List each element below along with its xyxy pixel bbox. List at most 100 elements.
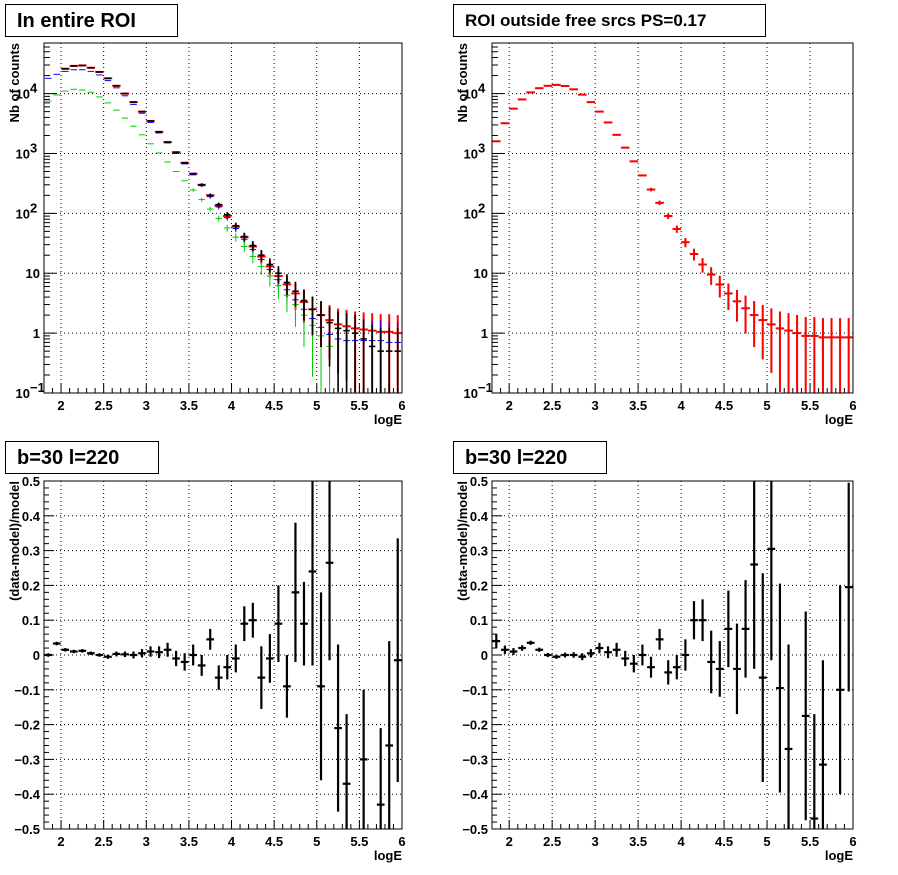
y-tick-label: −0.3 <box>14 752 40 767</box>
y-tick-label: −0.2 <box>462 718 488 733</box>
plot-area <box>44 481 402 829</box>
data-point <box>359 689 368 829</box>
data-point <box>61 648 70 652</box>
x-tick-label: 3 <box>143 834 150 849</box>
data-point <box>215 202 222 207</box>
data-point <box>249 241 257 251</box>
y-tick-label: −0.5 <box>14 822 40 837</box>
data-point <box>672 225 682 233</box>
chart-title: In entire ROI <box>17 10 136 32</box>
data-point <box>501 645 509 654</box>
data-point <box>646 187 656 192</box>
data-point <box>655 628 664 650</box>
x-tick-label: 5.5 <box>350 398 368 413</box>
data-point <box>69 649 78 654</box>
x-tick-label: 4.5 <box>265 398 283 413</box>
x-tick-label: 6 <box>398 834 405 849</box>
data-point <box>741 580 750 678</box>
data-point <box>629 655 638 673</box>
x-tick-label: 4.5 <box>715 834 733 849</box>
data-point <box>112 651 121 657</box>
data-point <box>544 652 552 658</box>
y-tick-label: 0.5 <box>470 474 488 489</box>
data-point <box>526 640 535 645</box>
series-3 <box>62 64 401 393</box>
data-point <box>308 481 317 666</box>
y-tick-label: 10 <box>464 146 478 161</box>
data-point <box>300 289 308 321</box>
y-tick-label: 10 <box>464 386 478 401</box>
data-point <box>844 318 853 393</box>
x-axis-label: logE <box>825 412 853 427</box>
data-point <box>231 644 240 673</box>
chart-title: ROI outside free srcs PS=0.17 <box>465 11 706 30</box>
data-point <box>706 267 716 285</box>
y-tick-label: 0.5 <box>22 474 40 489</box>
data-point <box>368 324 376 393</box>
y-tick-label: 10 <box>16 206 30 221</box>
data-point <box>266 258 274 273</box>
y-tick-label: 10 <box>464 206 478 221</box>
data-point <box>283 655 291 718</box>
data-point <box>342 714 351 829</box>
data-point <box>52 641 61 646</box>
data-point <box>681 639 690 671</box>
data-point <box>258 260 265 275</box>
data-point <box>189 188 197 192</box>
y-tick-label: −0.1 <box>14 683 40 698</box>
y-tick-label: −0.2 <box>14 718 40 733</box>
title-box <box>5 4 178 37</box>
data-layer <box>492 481 853 829</box>
data-point <box>569 652 578 658</box>
data-point <box>638 644 647 666</box>
y-tick-label: 1 <box>33 326 40 341</box>
x-tick-label: 5.5 <box>801 398 819 413</box>
x-tick-label: 3.5 <box>180 834 198 849</box>
data-layer <box>44 481 402 829</box>
x-axis-label: logE <box>374 412 402 427</box>
y-axis-label: Nb of counts <box>455 43 470 122</box>
data-point <box>215 215 222 222</box>
data-point <box>206 628 215 650</box>
data-point <box>801 317 811 393</box>
y-tick-label: 10 <box>26 266 40 281</box>
data-point <box>138 649 146 658</box>
data-point <box>274 585 283 662</box>
data-point <box>377 328 384 393</box>
x-tick-label: 4.5 <box>265 834 283 849</box>
data-point <box>393 538 402 783</box>
data-point <box>612 642 621 657</box>
data-point <box>647 656 655 678</box>
data-point <box>655 200 664 206</box>
chart-title: b=30 l=220 <box>17 447 119 469</box>
data-point <box>724 590 733 668</box>
data-point <box>198 183 205 187</box>
data-point <box>257 646 266 709</box>
data-point <box>198 197 205 202</box>
data-point <box>232 222 240 230</box>
series-0 <box>492 481 853 829</box>
y-tick-label: 0.4 <box>22 509 41 524</box>
y-tick-label: −0.4 <box>462 787 488 802</box>
data-point <box>258 249 265 262</box>
data-point <box>376 728 385 829</box>
data-point <box>325 481 334 661</box>
data-point <box>681 238 690 248</box>
data-point <box>749 301 759 348</box>
x-tick-label: 6 <box>398 398 405 413</box>
data-point <box>715 275 725 298</box>
y-tick-label: 0.3 <box>470 544 488 559</box>
x-tick-label: 4.5 <box>715 398 733 413</box>
y-tick-label: 0 <box>481 648 488 663</box>
data-point <box>518 645 526 651</box>
data-point <box>810 317 819 393</box>
y-tick-exponent: 4 <box>478 81 486 96</box>
x-tick-label: 6 <box>849 398 856 413</box>
data-point <box>509 648 518 655</box>
y-tick-exponent: 4 <box>30 81 38 96</box>
data-point <box>758 305 768 360</box>
data-point <box>241 241 248 252</box>
y-tick-exponent: 2 <box>30 200 37 215</box>
